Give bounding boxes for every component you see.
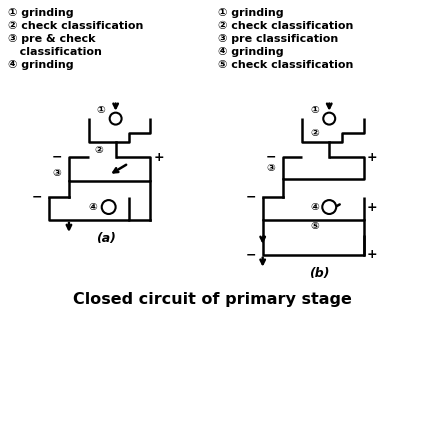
- Text: ④: ④: [88, 202, 97, 212]
- Text: ⑤ check classification: ⑤ check classification: [218, 60, 353, 70]
- Circle shape: [110, 113, 122, 125]
- Text: classification: classification: [8, 47, 102, 57]
- Text: +: +: [367, 248, 377, 261]
- Circle shape: [323, 113, 335, 125]
- Circle shape: [322, 200, 336, 214]
- Text: ③ pre & check: ③ pre & check: [8, 34, 96, 44]
- Text: ②: ②: [94, 145, 103, 156]
- Text: ①: ①: [310, 105, 319, 115]
- Text: ②: ②: [310, 128, 319, 138]
- Text: +: +: [367, 201, 377, 213]
- Text: ① grinding: ① grinding: [218, 8, 283, 18]
- Text: (b): (b): [309, 266, 329, 280]
- Text: ② check classification: ② check classification: [218, 21, 353, 31]
- Text: ①: ①: [96, 105, 105, 115]
- Text: −: −: [246, 248, 256, 261]
- Text: ⑤: ⑤: [310, 221, 319, 231]
- Text: ④: ④: [310, 202, 319, 212]
- Text: +: +: [367, 151, 377, 164]
- Text: −: −: [265, 151, 276, 164]
- Text: +: +: [153, 151, 164, 164]
- Text: (a): (a): [96, 232, 116, 245]
- Text: ③: ③: [266, 163, 275, 173]
- Text: Closed circuit of primary stage: Closed circuit of primary stage: [73, 292, 351, 307]
- Text: ① grinding: ① grinding: [8, 8, 74, 18]
- Text: −: −: [246, 190, 256, 204]
- Text: ② check classification: ② check classification: [8, 21, 144, 31]
- Text: ④ grinding: ④ grinding: [8, 60, 74, 70]
- Text: ③: ③: [53, 168, 61, 178]
- Text: ③ pre classification: ③ pre classification: [218, 34, 338, 44]
- Circle shape: [102, 200, 116, 214]
- Text: ④ grinding: ④ grinding: [218, 47, 283, 57]
- Text: −: −: [52, 151, 62, 164]
- Text: −: −: [32, 190, 42, 204]
